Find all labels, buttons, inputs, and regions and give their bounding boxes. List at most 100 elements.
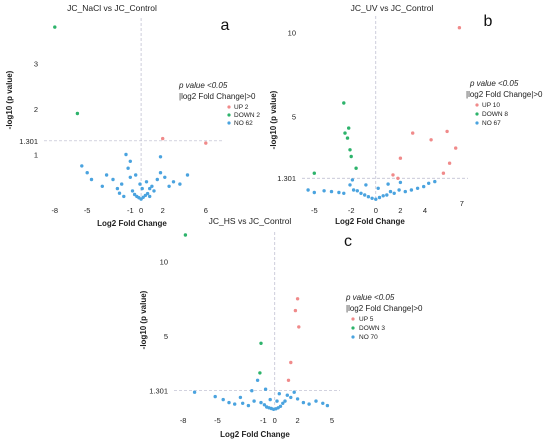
x-tick-label: -8 <box>180 416 187 425</box>
point-no <box>145 191 150 196</box>
point-no <box>376 186 380 190</box>
panel-a-xlabel: Log2 Fold Change <box>97 219 167 228</box>
y-tick-label: 10 <box>160 258 168 267</box>
point-no <box>246 403 251 408</box>
point-up <box>411 131 415 135</box>
panel-b-legend-down: DOWN 8 <box>482 111 508 118</box>
panel-c-letter: c <box>344 233 352 250</box>
point-no <box>292 390 296 394</box>
point-up <box>398 156 403 160</box>
point-no <box>122 194 126 199</box>
panel-b-ylabel: -log10 (p value) <box>269 90 278 149</box>
x-tick-label: 6 <box>204 206 208 215</box>
panel-c-legend-down-marker <box>351 326 355 330</box>
panel-b-plot: -5 -2 0 2 4 7 1.301 5 10 <box>277 16 468 215</box>
panel-c-legend-up-marker <box>351 317 355 321</box>
point-no <box>392 191 396 195</box>
point-no <box>117 191 122 195</box>
point-no <box>283 399 287 403</box>
point-down <box>258 371 262 375</box>
panel-b-legend-no: NO 67 <box>482 120 501 127</box>
point-down <box>349 154 353 159</box>
point-no <box>227 400 231 405</box>
point-no <box>167 184 171 188</box>
point-up <box>204 141 208 145</box>
panel-b-legend: p value <0.05 |log2 Fold Change|>0 UP 10… <box>466 79 543 127</box>
point-no <box>130 189 135 193</box>
point-no <box>250 389 254 393</box>
point-no <box>355 189 359 193</box>
point-no <box>148 186 152 191</box>
point-down <box>183 233 188 237</box>
point-no <box>364 183 368 187</box>
point-no <box>104 173 109 177</box>
panel-c-legend-up: UP 5 <box>359 316 374 323</box>
point-no <box>342 191 346 195</box>
y-tick-label: 1 <box>34 151 38 160</box>
point-no <box>89 177 94 182</box>
point-no <box>374 197 378 201</box>
point-no <box>337 190 341 195</box>
panel-c-legend-no: NO 70 <box>359 334 378 341</box>
panel-b-title: JC_UV vs JC_Control <box>351 3 434 13</box>
point-down <box>343 131 347 135</box>
point-no <box>128 175 132 179</box>
point-no <box>132 192 137 197</box>
point-no <box>115 186 120 191</box>
point-no <box>213 394 217 399</box>
panel-a-legend-no-marker <box>227 121 231 125</box>
point-up <box>391 173 395 177</box>
panel-b-legend-no-marker <box>475 121 479 125</box>
point-no <box>314 399 318 403</box>
x-tick-label: 7 <box>460 199 464 208</box>
point-no <box>381 194 385 198</box>
point-no <box>409 188 414 192</box>
point-no <box>350 178 355 182</box>
point-down <box>348 148 352 152</box>
point-no <box>120 182 124 186</box>
panel-a-legend: p value <0.05 |log2 Fold Change|>0 UP 2 … <box>178 81 260 127</box>
point-no <box>301 400 306 405</box>
point-no <box>150 184 154 188</box>
panel-a-legend-down: DOWN 2 <box>234 112 260 119</box>
panel-c-legend: p value <0.05 |log2 Fold Change|>0 UP 5 … <box>345 293 423 341</box>
panel-a-plot: -8 -5 -1 0 2 6 1 1.301 2 3 <box>19 18 222 215</box>
y-tick-label: 5 <box>292 112 296 121</box>
point-down <box>345 136 350 140</box>
point-no <box>295 397 300 401</box>
x-tick-label: -5 <box>84 206 91 215</box>
x-tick-label: 2 <box>296 416 300 425</box>
point-no <box>263 387 268 391</box>
point-up <box>161 136 165 141</box>
point-no <box>148 194 152 199</box>
point-no <box>281 401 285 405</box>
panel-b-legend-down-marker <box>475 112 479 116</box>
point-no <box>422 184 426 189</box>
point-up <box>293 308 298 313</box>
panel-a-ylabel: -log10 (p value) <box>5 70 14 129</box>
x-tick-label: 0 <box>374 206 378 215</box>
point-up <box>289 360 293 365</box>
point-down <box>354 166 358 170</box>
point-no <box>163 175 167 179</box>
point-no <box>233 402 237 406</box>
point-no <box>152 189 156 193</box>
point-no <box>403 189 407 194</box>
point-no <box>158 155 163 159</box>
point-down <box>347 126 351 130</box>
panel-a-letter: a <box>221 17 230 34</box>
point-no <box>255 378 260 382</box>
x-tick-label: 2 <box>398 206 402 215</box>
point-no <box>388 189 393 194</box>
point-no <box>275 399 279 403</box>
point-no <box>277 392 281 396</box>
point-up <box>445 129 449 134</box>
point-down <box>75 111 80 116</box>
panel-a-title: JC_NaCl vs JC_Control <box>67 3 157 13</box>
point-no <box>348 183 352 187</box>
point-no <box>134 173 138 177</box>
point-down <box>342 101 346 105</box>
point-no <box>268 397 272 402</box>
point-no <box>241 401 245 405</box>
